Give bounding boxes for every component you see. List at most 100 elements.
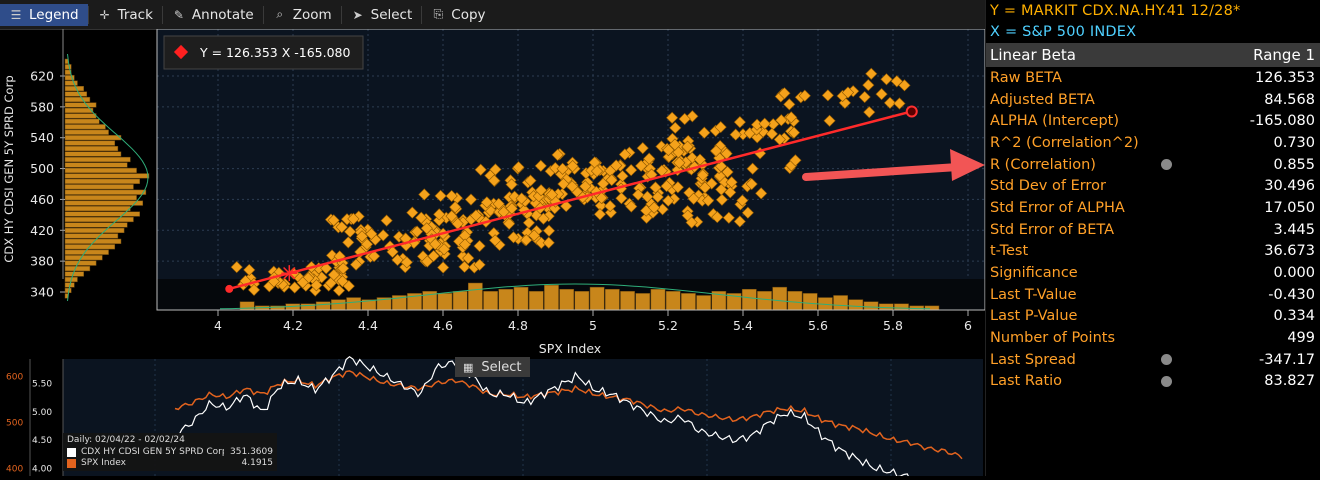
- y-histogram-bar: [64, 211, 140, 217]
- y-histogram-bar: [64, 206, 131, 212]
- y-histogram-bar: [64, 216, 134, 223]
- stat-label: Last P-Value: [990, 308, 1078, 325]
- x-definition[interactable]: X = S&P 500 INDEX: [990, 23, 1137, 40]
- stat-label: Significance: [990, 265, 1078, 282]
- plot-background: [157, 29, 985, 279]
- legend-button[interactable]: ☰ Legend: [0, 3, 88, 26]
- scatter-point: [355, 230, 369, 243]
- scatter-point: [590, 165, 604, 178]
- chart-toggle-icon[interactable]: [1161, 375, 1172, 387]
- scatter-point: [785, 111, 798, 124]
- spx-series-line: [174, 370, 963, 460]
- scatter-point: [715, 183, 728, 196]
- y-definition[interactable]: Y = MARKIT CDX.NA.HY.41 12/28*: [990, 2, 1241, 19]
- stats-header-range[interactable]: Range 1: [1253, 46, 1315, 64]
- scatter-point: [445, 189, 458, 203]
- scatter-point: [783, 98, 796, 111]
- scatter-point: [534, 184, 548, 197]
- annotate-button[interactable]: ✎ Annotate: [173, 6, 254, 23]
- y-histogram-bar: [64, 58, 69, 64]
- scatter-point: [542, 224, 556, 237]
- scatter-point: [406, 206, 419, 219]
- annotation-arrow: [802, 149, 985, 181]
- crosshair-icon: ✛: [99, 7, 110, 22]
- scatter-point: [863, 106, 876, 119]
- x-histogram-bar: [681, 293, 696, 311]
- x-tick-label: 4.8: [508, 318, 528, 333]
- y-histogram-bar: [64, 80, 78, 86]
- scatter-point: [349, 258, 363, 271]
- x-histogram-bar: [741, 288, 757, 311]
- stat-label: t-Test: [990, 243, 1029, 260]
- scatter-point: [880, 73, 893, 86]
- scatter-point: [594, 199, 607, 212]
- scatter-point: [449, 201, 462, 214]
- scatter-chart[interactable]: 340 380 420 460 500 540 580 620 4 4.2 4.4 4.6 4.8 5 5…: [0, 28, 986, 359]
- scatter-point: [640, 211, 653, 224]
- x-histogram-bar: [620, 291, 635, 311]
- stat-label: Adjusted BETA: [990, 91, 1095, 108]
- ts-legend-item: SPX Index 4.1915: [67, 458, 273, 470]
- scatter-point: [535, 236, 548, 249]
- y-histogram-bar: [64, 255, 103, 261]
- zoom-button[interactable]: ⌕ Zoom: [264, 4, 341, 26]
- scatter-point: [666, 111, 679, 124]
- stat-label: Raw BETA: [990, 69, 1062, 86]
- copy-button[interactable]: ⎘ Copy: [422, 4, 494, 26]
- y-histogram-bar: [64, 238, 122, 244]
- x-histogram-bar: [528, 291, 544, 311]
- scatter-point: [773, 133, 786, 146]
- scatter-point: [685, 216, 698, 229]
- stat-value: 84.568: [1264, 91, 1315, 108]
- chart-toggle-icon[interactable]: [1161, 354, 1172, 366]
- scatter-point: [597, 177, 610, 190]
- regression-segment: [228, 110, 913, 291]
- scatter-point: [489, 163, 502, 176]
- scatter-point: [875, 87, 888, 101]
- scatter-point: [635, 159, 648, 172]
- y-histogram-bar: [64, 107, 94, 113]
- stat-label: Std Error of ALPHA: [990, 199, 1125, 216]
- scatter-point: [632, 188, 645, 201]
- chart-toggle-icon[interactable]: [1161, 159, 1172, 171]
- ts-select-button[interactable]: ▦ Select: [455, 357, 530, 377]
- scatter-point: [750, 118, 764, 131]
- y-tick-label: 580: [30, 99, 54, 114]
- current-point-star: [283, 266, 296, 280]
- x-histogram-bar: [452, 291, 468, 311]
- scatter-point: [787, 126, 801, 139]
- scatter-point: [243, 263, 256, 277]
- ts-right-tick: 4.00: [32, 465, 52, 475]
- scatter-point: [462, 252, 475, 265]
- y-histogram-bar: [64, 266, 91, 272]
- track-button[interactable]: ✛ Track: [99, 6, 153, 23]
- select-button[interactable]: ➤ Select: [352, 6, 413, 23]
- stat-row: Last P-Value 0.334: [986, 306, 1320, 328]
- x-histogram-bar: [757, 291, 772, 311]
- equation-annotation[interactable]: Y = 126.353 X -165.080: [163, 35, 364, 70]
- scatter-point: [841, 86, 855, 99]
- scatter-point: [651, 190, 664, 204]
- scatter-point: [503, 217, 516, 230]
- scatter-point: [696, 169, 709, 182]
- scatter-point: [342, 236, 355, 249]
- scatter-point: [636, 142, 649, 155]
- scatter-point: [473, 239, 486, 253]
- y-histogram-bar: [64, 64, 72, 70]
- scatter-point: [681, 140, 694, 153]
- y-histogram-bar: [64, 227, 125, 233]
- scatter-point: [451, 217, 464, 230]
- stat-row: Last Spread -347.17: [986, 349, 1320, 371]
- stat-row: t-Test 36.673: [986, 241, 1320, 263]
- scatter-point: [593, 208, 607, 221]
- clipboard-icon: ⎘: [433, 7, 444, 21]
- regression-line: [225, 105, 918, 293]
- y-histogram-bar: [64, 118, 100, 124]
- stat-value: -347.17: [1259, 351, 1315, 368]
- scatter-point: [469, 209, 483, 222]
- arrow-head: [950, 149, 985, 181]
- x-histogram-bar: [665, 291, 681, 311]
- x-tick-label: 4: [214, 318, 222, 333]
- equation-box: [163, 35, 364, 70]
- scatter-point: [505, 178, 518, 191]
